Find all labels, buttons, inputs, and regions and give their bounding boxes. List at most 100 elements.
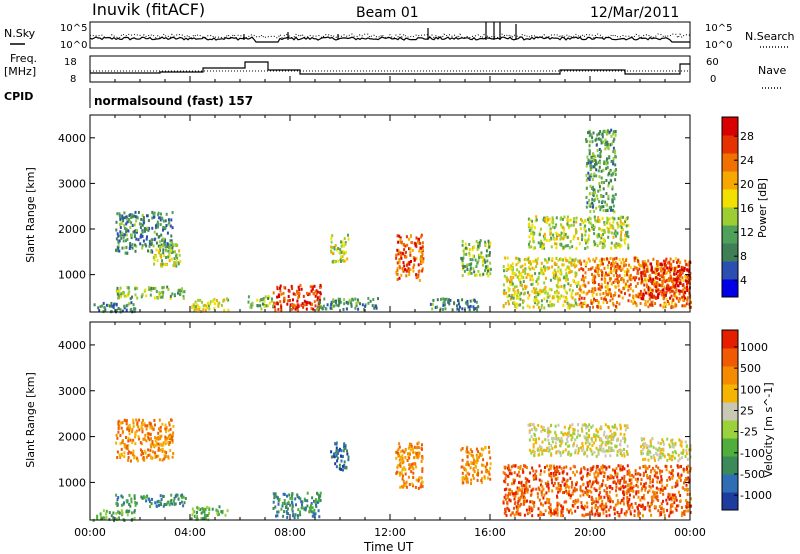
- range-gate-cell: [461, 307, 464, 311]
- range-gate-cell: [583, 435, 586, 439]
- range-gate-cell: [647, 305, 650, 309]
- range-gate-cell: [160, 498, 163, 501]
- range-gate-cell: [666, 300, 669, 303]
- range-gate-cell: [315, 292, 318, 296]
- range-gate-cell: [673, 272, 676, 276]
- range-gate-cell: [606, 209, 609, 213]
- range-gate-cell: [635, 483, 638, 487]
- range-gate-cell: [606, 486, 608, 490]
- range-gate-cell: [589, 161, 592, 165]
- range-gate-cell: [457, 299, 459, 303]
- range-gate-cell: [117, 239, 120, 243]
- range-gate-cell: [643, 265, 646, 269]
- range-gate-cell: [615, 304, 617, 308]
- range-gate-cell: [620, 223, 623, 227]
- range-gate-cell: [550, 245, 553, 249]
- range-gate-cell: [577, 259, 580, 263]
- range-gate-cell: [689, 497, 692, 501]
- range-gate-cell: [530, 451, 533, 455]
- range-gate-cell: [160, 245, 163, 249]
- range-gate-cell: [601, 132, 604, 136]
- range-gate-cell: [471, 258, 474, 262]
- range-gate-cell: [586, 454, 589, 458]
- range-gate-cell: [617, 225, 619, 229]
- range-gate-cell: [413, 258, 416, 262]
- range-gate-cell: [217, 302, 219, 306]
- range-gate-cell: [608, 465, 611, 469]
- range-gate-cell: [404, 244, 407, 248]
- range-gate-cell: [528, 235, 531, 239]
- range-gate-cell: [177, 497, 180, 501]
- range-gate-cell: [513, 300, 516, 304]
- range-gate-cell: [602, 508, 605, 512]
- range-gate-cell: [553, 510, 556, 514]
- range-gate-cell: [159, 434, 162, 438]
- range-gate-cell: [531, 274, 534, 278]
- range-gate-cell: [168, 423, 171, 427]
- range-gate-cell: [421, 255, 423, 259]
- range-gate-cell: [516, 492, 519, 496]
- range-gate-cell: [563, 483, 566, 487]
- range-gate-cell: [410, 444, 413, 448]
- range-gate-cell: [517, 512, 520, 516]
- range-gate-cell: [540, 479, 543, 483]
- range-gate-cell: [614, 293, 617, 297]
- range-gate-cell: [528, 511, 531, 514]
- range-gate-cell: [363, 308, 366, 312]
- range-gate-cell: [589, 469, 592, 473]
- range-gate-cell: [686, 296, 689, 300]
- range-gate-cell: [640, 445, 643, 449]
- range-gate-cell: [532, 240, 535, 244]
- range-gate-cell: [574, 274, 577, 278]
- range-gate-cell: [597, 267, 600, 271]
- range-gate-cell: [640, 452, 643, 456]
- range-gate-cell: [198, 507, 201, 511]
- range-gate-cell: [680, 514, 683, 518]
- range-gate-cell: [161, 458, 164, 462]
- range-gate-cell: [141, 421, 143, 425]
- range-gate-cell: [530, 283, 533, 286]
- range-gate-cell: [687, 509, 690, 513]
- range-gate-cell: [622, 490, 625, 494]
- range-gate-cell: [486, 272, 489, 276]
- range-gate-cell: [96, 516, 99, 520]
- range-gate-cell: [489, 477, 492, 481]
- range-gate-cell: [586, 245, 589, 249]
- range-gate-cell: [605, 466, 608, 470]
- range-gate-cell: [656, 286, 659, 290]
- range-gate-cell: [521, 264, 524, 268]
- range-gate-cell: [626, 268, 629, 271]
- range-gate-cell: [400, 459, 403, 463]
- range-gate-cell: [152, 256, 155, 260]
- range-gate-cell: [582, 447, 585, 451]
- range-gate-cell: [605, 492, 608, 496]
- range-gate-cell: [612, 156, 615, 160]
- range-gate-cell: [511, 272, 514, 275]
- range-gate-cell: [598, 513, 601, 517]
- range-gate-cell: [599, 292, 602, 296]
- range-gate-cell: [304, 499, 307, 502]
- range-gate-cell: [656, 277, 659, 280]
- range-gate-cell: [623, 433, 626, 437]
- range-gate-cell: [535, 279, 538, 283]
- range-gate-cell: [661, 281, 664, 285]
- range-gate-cell: [480, 447, 483, 451]
- range-gate-cell: [556, 494, 558, 498]
- range-gate-cell: [592, 228, 595, 231]
- range-gate-cell: [343, 259, 346, 263]
- range-gate-cell: [682, 292, 685, 296]
- range-gate-cell: [688, 478, 691, 482]
- range-gate-cell: [489, 241, 492, 245]
- range-gate-cell: [608, 260, 610, 264]
- range-gate-cell: [522, 502, 525, 506]
- range-gate-cell: [677, 465, 680, 469]
- range-gate-cell: [99, 512, 102, 516]
- range-gate-cell: [685, 302, 688, 306]
- range-gate-cell: [458, 305, 461, 309]
- range-gate-cell: [136, 422, 139, 426]
- range-gate-cell: [671, 474, 674, 478]
- range-gate-cell: [420, 482, 423, 486]
- range-gate-cell: [664, 486, 667, 490]
- range-gate-cell: [120, 447, 123, 451]
- range-gate-cell: [560, 504, 563, 508]
